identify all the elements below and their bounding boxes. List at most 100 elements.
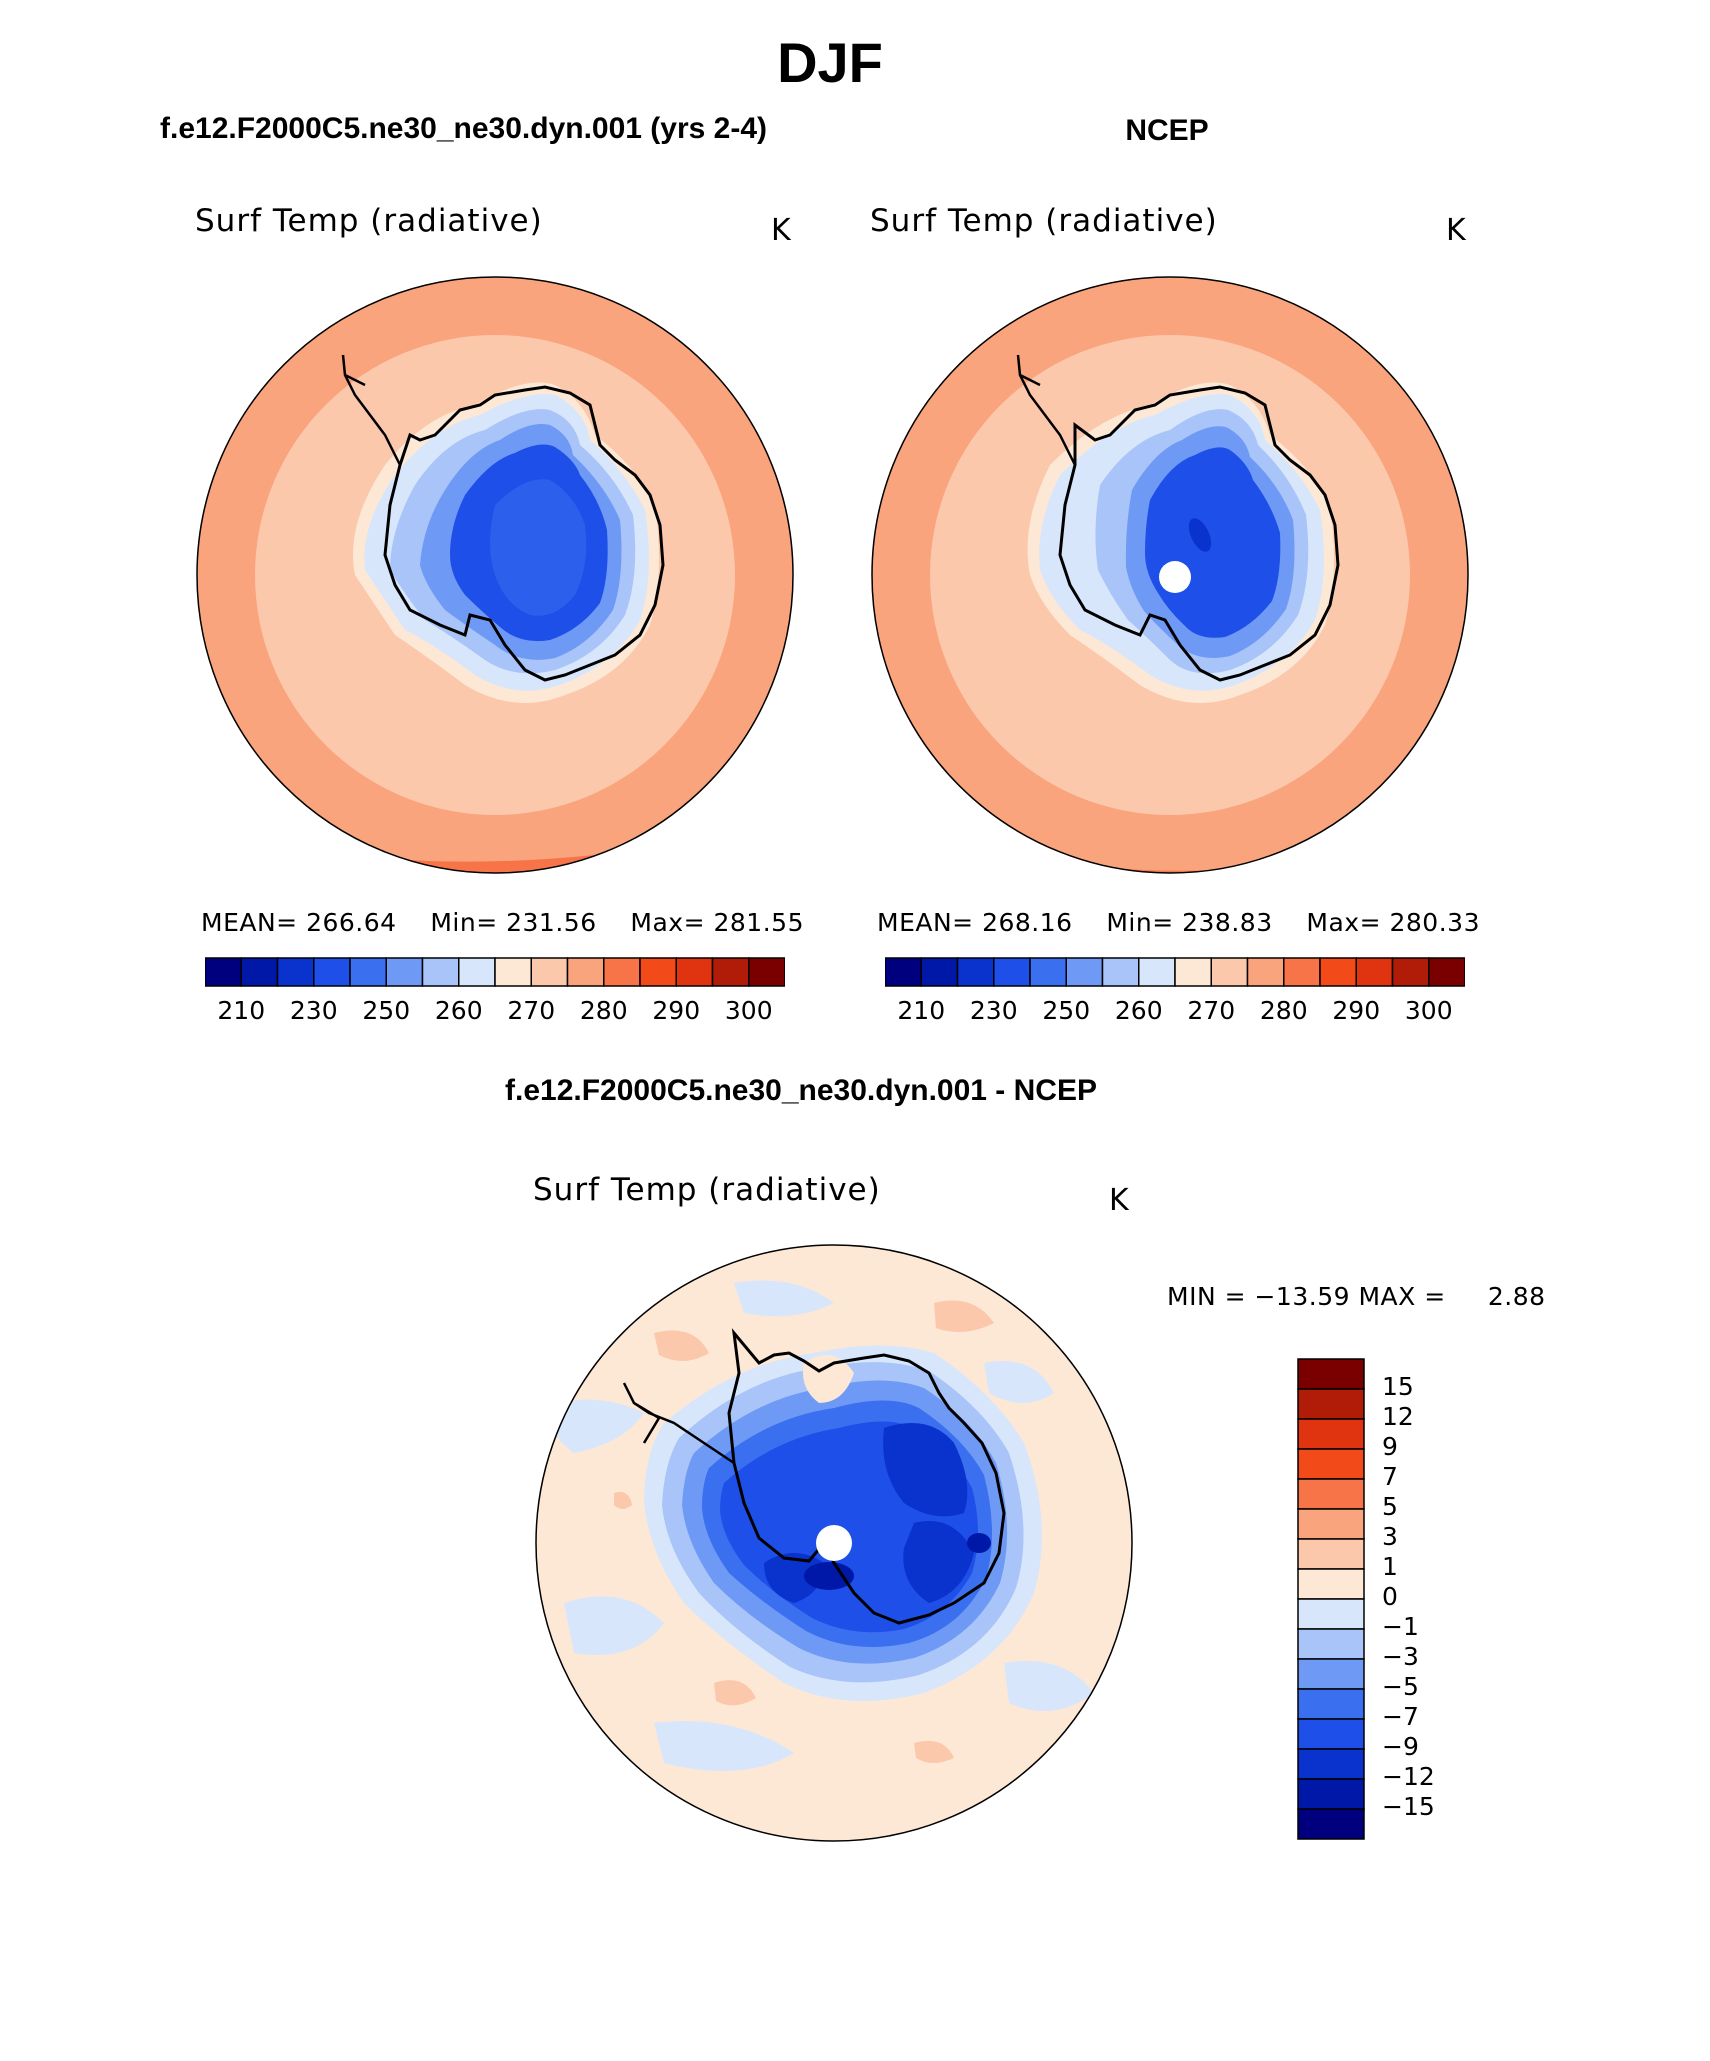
colorbar-swatch [313, 957, 351, 987]
right-max-label: Max= [1306, 908, 1382, 937]
colorbar-swatch [1174, 957, 1212, 987]
colorbar-tick-label: 300 [1404, 996, 1453, 1025]
colorbar-swatch [458, 957, 496, 987]
colorbar-swatch [1297, 1808, 1365, 1840]
left-min-label: Min= [430, 908, 498, 937]
colorbar-swatch [1297, 1478, 1365, 1510]
colorbar-swatch [1297, 1778, 1365, 1810]
colorbar-swatch [1297, 1718, 1365, 1750]
diff-max-value: 2.88 [1487, 1282, 1546, 1311]
colorbar-swatch [1297, 1598, 1365, 1630]
colorbar-tick-label: 15 [1382, 1372, 1414, 1401]
colorbar-tick-label: −9 [1382, 1732, 1419, 1761]
colorbar-tick-label: −12 [1382, 1762, 1435, 1791]
right-mean-label: MEAN= [877, 908, 974, 937]
colorbar-swatch [711, 957, 750, 987]
colorbar-tick-label: 260 [1114, 996, 1163, 1025]
colorbar-tick-label: 250 [362, 996, 411, 1025]
colorbar-tick-label: −5 [1382, 1672, 1419, 1701]
diff-units-label: K [1109, 1183, 1129, 1218]
right-units-label: K [1446, 213, 1466, 248]
panel-diff-title: f.e12.F2000C5.ne30_ne30.dyn.001 - NCEP [505, 1074, 1097, 1107]
colorbar-swatch [1355, 957, 1394, 987]
colorbar-swatch [675, 957, 714, 987]
left-mean-label: MEAN= [201, 908, 298, 937]
colorbar-swatch [1297, 1388, 1365, 1420]
diff-colorbar-labels: 15 12 9 7 5 3 1 0 −1 −3 −5 −7 −9 −12 −15 [1382, 1358, 1462, 1840]
colorbar-swatch [1297, 1418, 1365, 1450]
colorbar-tick-label: −7 [1382, 1702, 1419, 1731]
left-min-value: 231.56 [506, 908, 597, 937]
diff-minmax: MIN = −13.59 MAX = 2.88 [1167, 1282, 1546, 1311]
panel-right-title: NCEP [1125, 114, 1209, 147]
right-colorbar-labels: 210 230 250 260 270 280 290 300 [885, 996, 1465, 1026]
colorbar-tick-label: 270 [1187, 996, 1236, 1025]
colorbar-tick-label: −3 [1382, 1642, 1419, 1671]
colorbar-tick-label: 0 [1382, 1582, 1398, 1611]
colorbar-tick-label: 5 [1382, 1492, 1398, 1521]
colorbar-swatch [1065, 957, 1104, 987]
colorbar-swatch [1210, 957, 1249, 987]
colorbar-tick-label: −15 [1382, 1792, 1435, 1821]
right-stats: MEAN= 268.16 Min= 238.83 Max= 280.33 [877, 908, 1480, 937]
colorbar-swatch [748, 957, 785, 987]
colorbar-tick-label: 9 [1382, 1432, 1398, 1461]
right-polar-map [871, 276, 1469, 874]
colorbar-tick-label: 250 [1042, 996, 1091, 1025]
colorbar-swatch [1391, 957, 1430, 987]
colorbar-swatch [385, 957, 424, 987]
diff-colorbar [1297, 1358, 1365, 1840]
colorbar-swatch [1297, 1658, 1365, 1690]
colorbar-swatch [1101, 957, 1140, 987]
colorbar-swatch [421, 957, 460, 987]
colorbar-swatch [1138, 957, 1176, 987]
colorbar-tick-label: 260 [434, 996, 483, 1025]
left-max-label: Max= [630, 908, 706, 937]
colorbar-tick-label: 230 [969, 996, 1018, 1025]
colorbar-swatch [993, 957, 1031, 987]
colorbar-swatch [530, 957, 569, 987]
colorbar-swatch [1428, 957, 1465, 987]
left-stats: MEAN= 266.64 Min= 231.56 Max= 281.55 [201, 908, 804, 937]
colorbar-swatch [639, 957, 677, 987]
right-max-value: 280.33 [1389, 908, 1480, 937]
colorbar-tick-label: 290 [1332, 996, 1381, 1025]
left-colorbar-labels: 210 230 250 260 270 280 290 300 [205, 996, 785, 1026]
colorbar-tick-label: 230 [289, 996, 338, 1025]
colorbar-tick-label: 7 [1382, 1462, 1398, 1491]
colorbar-tick-label: 210 [897, 996, 946, 1025]
colorbar-swatch [920, 957, 959, 987]
right-min-value: 238.83 [1182, 908, 1273, 937]
diff-polar-map [535, 1244, 1133, 1842]
colorbar-swatch [885, 957, 922, 987]
colorbar-swatch [1297, 1448, 1365, 1480]
colorbar-tick-label: 270 [507, 996, 556, 1025]
right-min-label: Min= [1106, 908, 1174, 937]
colorbar-tick-label: 210 [217, 996, 266, 1025]
colorbar-swatch [1283, 957, 1321, 987]
diff-variable-label: Surf Temp (radiative) [533, 1172, 881, 1208]
colorbar-swatch [1297, 1508, 1365, 1540]
colorbar-swatch [1297, 1748, 1365, 1780]
left-units-label: K [771, 213, 791, 248]
colorbar-tick-label: 12 [1382, 1402, 1414, 1431]
left-mean-value: 266.64 [306, 908, 397, 937]
colorbar-tick-label: 1 [1382, 1552, 1398, 1581]
colorbar-swatch [956, 957, 995, 987]
colorbar-swatch [1297, 1358, 1365, 1390]
colorbar-swatch [1297, 1568, 1365, 1600]
right-colorbar [885, 957, 1465, 987]
colorbar-swatch [494, 957, 532, 987]
colorbar-swatch [1319, 957, 1357, 987]
colorbar-swatch [205, 957, 242, 987]
right-mean-value: 268.16 [982, 908, 1073, 937]
colorbar-swatch [1297, 1628, 1365, 1660]
colorbar-tick-label: 290 [652, 996, 701, 1025]
colorbar-tick-label: 3 [1382, 1522, 1398, 1551]
colorbar-tick-label: 280 [1259, 996, 1308, 1025]
main-title: DJF [777, 31, 883, 94]
colorbar-swatch [566, 957, 605, 987]
colorbar-swatch [349, 957, 387, 987]
left-max-value: 281.55 [713, 908, 804, 937]
colorbar-swatch [1029, 957, 1067, 987]
